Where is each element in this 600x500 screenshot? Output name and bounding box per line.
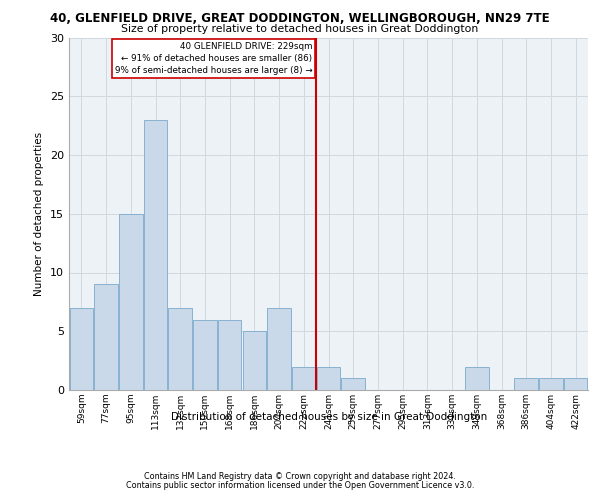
Bar	[465, 366, 488, 390]
Y-axis label: Number of detached properties: Number of detached properties	[34, 132, 44, 296]
Bar	[268, 308, 291, 390]
Text: Distribution of detached houses by size in Great Doddington: Distribution of detached houses by size …	[170, 412, 487, 422]
Text: Contains HM Land Registry data © Crown copyright and database right 2024.: Contains HM Land Registry data © Crown c…	[144, 472, 456, 481]
Bar	[341, 378, 365, 390]
Text: Size of property relative to detached houses in Great Doddington: Size of property relative to detached ho…	[121, 24, 479, 34]
Bar	[292, 366, 316, 390]
Bar	[169, 308, 192, 390]
Bar	[144, 120, 167, 390]
Bar	[539, 378, 563, 390]
Text: Contains public sector information licensed under the Open Government Licence v3: Contains public sector information licen…	[126, 481, 474, 490]
Bar	[564, 378, 587, 390]
Bar	[218, 320, 241, 390]
Bar	[119, 214, 143, 390]
Text: 40, GLENFIELD DRIVE, GREAT DODDINGTON, WELLINGBOROUGH, NN29 7TE: 40, GLENFIELD DRIVE, GREAT DODDINGTON, W…	[50, 12, 550, 26]
Bar	[514, 378, 538, 390]
Bar	[70, 308, 93, 390]
Bar	[242, 331, 266, 390]
Bar	[94, 284, 118, 390]
Bar	[193, 320, 217, 390]
Text: 40 GLENFIELD DRIVE: 229sqm
← 91% of detached houses are smaller (86)
9% of semi-: 40 GLENFIELD DRIVE: 229sqm ← 91% of deta…	[115, 42, 313, 75]
Bar	[317, 366, 340, 390]
